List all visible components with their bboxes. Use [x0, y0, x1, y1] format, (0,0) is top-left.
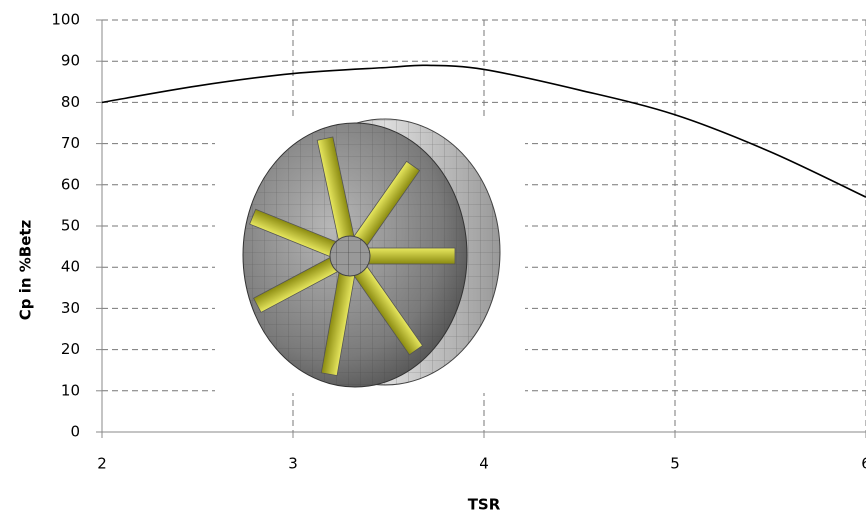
x-tick-label: 6: [861, 455, 866, 473]
y-tick-label: 50: [61, 217, 80, 235]
y-tick-label: 70: [61, 134, 80, 152]
x-tick-label: 3: [288, 455, 298, 473]
y-tick-label: 30: [61, 299, 80, 317]
line: [101, 64, 866, 198]
y-axis-label: Cp in %Betz: [17, 219, 35, 320]
y-tick-label: 90: [61, 52, 80, 70]
turbine-image: [215, 118, 525, 393]
y-tick-label: 40: [61, 258, 80, 276]
y-tick-label: 0: [70, 423, 80, 441]
y-tick-label: 10: [61, 381, 80, 399]
x-tick-label: 4: [479, 455, 489, 473]
x-tick-label: 2: [97, 455, 107, 473]
y-tick-label: 60: [61, 175, 80, 193]
y-tick-label: 20: [61, 340, 80, 358]
x-axis-label: TSR: [468, 496, 501, 514]
y-tick-label: 80: [61, 93, 80, 111]
x-tick-label: 5: [670, 455, 680, 473]
y-tick-label: 100: [51, 11, 80, 29]
